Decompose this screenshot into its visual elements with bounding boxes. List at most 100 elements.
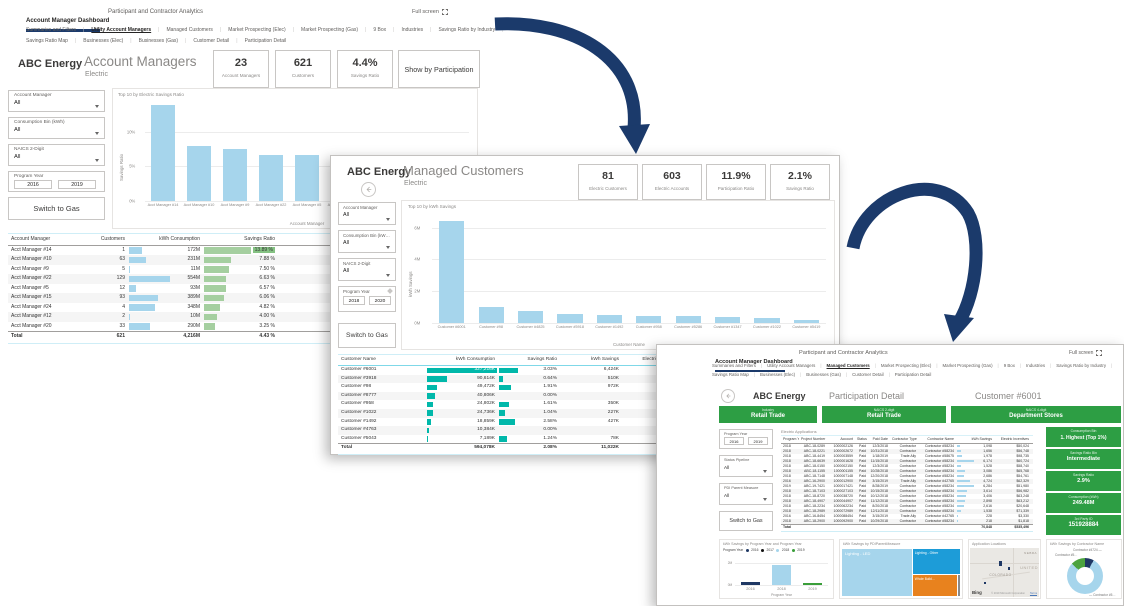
- table-row[interactable]: 2018 ABC-18-4907 1000044907 Paid 11/12/2018 C…: [781, 498, 1033, 504]
- table-row[interactable]: 2018 ABC-18-2989 1000072989 Paid 12/11/2018 C…: [781, 508, 1033, 514]
- subtab-summaries-and-filters[interactable]: Summaries and Filters: [712, 363, 756, 368]
- program-year-from[interactable]: 2016: [14, 180, 52, 189]
- bar-customer-958[interactable]: [636, 315, 662, 323]
- bar-customer-6001[interactable]: [439, 221, 465, 323]
- subtab-utility-account-managers[interactable]: Utility Account Managers: [91, 27, 152, 33]
- donut-chart[interactable]: [1067, 558, 1103, 594]
- bar-acct-manager-10[interactable]: [187, 146, 211, 201]
- full-screen-button[interactable]: Full screen: [412, 9, 448, 15]
- filter-program-year[interactable]: Program Year 2016 2019: [8, 171, 105, 192]
- subtab-market-prospecting-gas-[interactable]: Market Prospecting (Gas): [301, 27, 359, 33]
- report-tab-participant-analytics[interactable]: Participant and Contractor Analytics: [108, 9, 204, 15]
- legend-label[interactable]: 2017: [766, 548, 774, 552]
- table-row[interactable]: 2016 ABC-16-8454 1000088454 Paid 3/15/2019 Tr…: [781, 514, 1033, 519]
- map-marker[interactable]: [1007, 566, 1011, 570]
- subtab-industries[interactable]: Industries: [1026, 363, 1046, 368]
- filter-pdi-parent-measure[interactable]: PDI Parent Measure All: [719, 483, 773, 505]
- table-row[interactable]: Customer #4763 10,384K 0.00%: [338, 426, 835, 435]
- filter-naics[interactable]: NAICS 2-Digit All: [338, 258, 396, 281]
- treemap-box-lighting-led[interactable]: Lighting - LED: [842, 549, 912, 596]
- switch-to-gas-button[interactable]: Switch to Gas: [8, 197, 105, 220]
- legend-label[interactable]: 2018: [781, 548, 790, 552]
- bar-2018[interactable]: [771, 564, 792, 585]
- back-button[interactable]: [721, 389, 735, 403]
- subtab-savings-ratio-map[interactable]: Savings Ratio Map: [712, 372, 749, 377]
- treemap-box-whole-building[interactable]: Whole Build…: [912, 575, 957, 596]
- program-year-to[interactable]: 2019: [748, 437, 768, 445]
- bar-customer-1022[interactable]: [754, 318, 780, 323]
- bar-customer-1347[interactable]: [714, 316, 741, 323]
- subtab-managed-customers[interactable]: Managed Customers: [826, 363, 870, 368]
- subtab-businesses-elec-[interactable]: Businesses (Elec): [760, 372, 796, 377]
- filter-consumption-bin[interactable]: Consumption Bin (kWh) All: [8, 117, 105, 139]
- switch-to-gas-button[interactable]: Switch to Gas: [338, 323, 396, 348]
- filter-account-manager[interactable]: Account Manager All: [8, 90, 105, 112]
- bar-acct-manager-5[interactable]: [295, 155, 319, 201]
- program-year-to[interactable]: 2020: [369, 296, 391, 305]
- program-year-from[interactable]: 2018: [343, 296, 365, 305]
- legend-label[interactable]: 2016: [751, 548, 759, 552]
- table-row[interactable]: 2018 ABC-18-7103 1000027103 Paid 10/15/2018 C…: [781, 488, 1033, 494]
- table-row[interactable]: 2018 ABC-18-2234 1000062234 Paid 8/20/2018 Co…: [781, 504, 1033, 509]
- subtab-market-prospecting-elec-[interactable]: Market Prospecting (Elec): [880, 363, 932, 368]
- bar-customer-4825[interactable]: [517, 310, 544, 323]
- bar-acct-manager-14[interactable]: [151, 104, 175, 201]
- table-row[interactable]: 2018 ABC-18-8720 1000038720 Paid 10/12/2018 C…: [781, 494, 1033, 499]
- table-row[interactable]: 2018 ABC-18-4419 1000003559 Paid 1/18/2019 Tr…: [781, 454, 1033, 459]
- subtab-savings-ratio-by-industry[interactable]: Savings Ratio by Industry: [438, 27, 496, 33]
- subtab-9-box[interactable]: 9 Box: [1003, 363, 1015, 368]
- subtab-savings-ratio-by-industry[interactable]: Savings Ratio by Industry: [1056, 363, 1107, 368]
- filter-naics[interactable]: NAICS 2-Digit All: [8, 144, 105, 166]
- map[interactable]: NEBRA UNITED COLORADO Bing © 2019 Micros…: [970, 548, 1039, 597]
- subtab-businesses-gas-[interactable]: Businesses (Gas): [806, 372, 841, 377]
- table-row[interactable]: 2016 ABC-16-2900 1000012900 Paid 3/15/2019 Tr…: [781, 478, 1033, 484]
- report-tab-active[interactable]: Account Manager Dashboard: [715, 350, 793, 372]
- filter-account-manager[interactable]: Account Manager All: [338, 202, 396, 225]
- switch-to-gas-button[interactable]: Switch to Gas: [719, 511, 773, 531]
- table-row[interactable]: 2018 ABC-18-1155 1000001155 Paid 10/28/2018 C…: [781, 468, 1033, 474]
- subtab-savings-ratio-map[interactable]: Savings Ratio Map: [26, 38, 68, 44]
- bar-customer-98[interactable]: [478, 307, 504, 323]
- bar-acct-manager-22[interactable]: [259, 155, 283, 201]
- report-tab-participant-analytics[interactable]: Participant and Contractor Analytics: [799, 350, 888, 356]
- map-marker[interactable]: [983, 582, 986, 585]
- bar-customer-1492[interactable]: [596, 315, 622, 323]
- filter-status-pipeline[interactable]: Status Pipeline All: [719, 455, 773, 477]
- table-row[interactable]: 2018 ABC-18-0289 1000002126 Paid 12/3/2018 Co…: [781, 444, 1033, 449]
- map-terms-link[interactable]: Terms: [1029, 592, 1037, 595]
- table-row[interactable]: 2018 ABC-18-0150 1000002150 Paid 12/3/2018 Co…: [781, 464, 1033, 469]
- subtab-market-prospecting-gas-[interactable]: Market Prospecting (Gas): [942, 363, 993, 368]
- filter-consumption-bin[interactable]: Consumption Bin (kW… All: [338, 230, 396, 253]
- bar-2019[interactable]: [802, 583, 823, 585]
- subtab-managed-customers[interactable]: Managed Customers: [166, 27, 213, 33]
- subtab-businesses-elec-[interactable]: Businesses (Elec): [83, 38, 124, 44]
- table-row[interactable]: 2019 ABC-19-7421 1000017421 Paid 8/28/2019 Co…: [781, 484, 1033, 489]
- table-row[interactable]: 2018 ABC-18-7148 1000007148 Paid 12/20/2018 C…: [781, 474, 1033, 479]
- report-tab-active[interactable]: Account Manager Dashboard: [26, 9, 109, 32]
- subtab-9-box[interactable]: 9 Box: [373, 27, 387, 33]
- bar-acct-manager-9[interactable]: [223, 149, 247, 201]
- subtab-summaries-and-filters[interactable]: Summaries and Filters: [26, 27, 77, 33]
- subtab-industries[interactable]: Industries: [401, 27, 424, 33]
- table-row[interactable]: 2018 ABC-18-6639 1000001628 Paid 11/15/2018 C…: [781, 458, 1033, 464]
- show-by-participation-button[interactable]: Show by Participation: [398, 50, 480, 88]
- table-row[interactable]: Customer #8777 40,806K 0.00%: [338, 391, 835, 401]
- program-year-to[interactable]: 2019: [58, 180, 96, 189]
- subtab-participation-detail[interactable]: Participation Detail: [894, 372, 932, 377]
- full-screen-button[interactable]: Full screen: [1069, 350, 1103, 356]
- bar-customer-5918[interactable]: [557, 313, 583, 323]
- subtab-customer-detail[interactable]: Customer Detail: [193, 38, 230, 44]
- table-row[interactable]: 2018 ABC-18-2900 1000092900 Paid 10/29/2018 C…: [781, 518, 1033, 524]
- bar-2016[interactable]: [740, 582, 761, 585]
- filter-program-year[interactable]: Program Year 2016 2019: [719, 429, 773, 449]
- bar-customer-5419[interactable]: [793, 320, 819, 323]
- subtab-participation-detail[interactable]: Participation Detail: [244, 38, 287, 44]
- back-button[interactable]: [361, 182, 376, 197]
- legend-label[interactable]: 2019: [797, 548, 805, 552]
- program-year-from[interactable]: 2016: [724, 437, 744, 445]
- bar-customer-5286[interactable]: [675, 316, 701, 323]
- map-marker[interactable]: [998, 560, 1002, 566]
- subtab-customer-detail[interactable]: Customer Detail: [852, 372, 884, 377]
- table-row[interactable]: 2018 ABC-18-0221 1000002672 Paid 10/31/2018 C…: [781, 448, 1033, 454]
- filter-program-year[interactable]: Program Year 2018 2020: [338, 286, 396, 312]
